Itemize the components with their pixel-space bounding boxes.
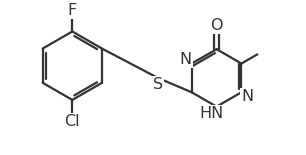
Text: N: N — [180, 52, 192, 67]
Text: Cl: Cl — [65, 114, 80, 129]
Text: HN: HN — [200, 106, 224, 121]
Text: O: O — [210, 18, 223, 33]
Text: S: S — [153, 78, 163, 92]
Text: N: N — [241, 89, 253, 104]
Text: F: F — [68, 3, 77, 18]
